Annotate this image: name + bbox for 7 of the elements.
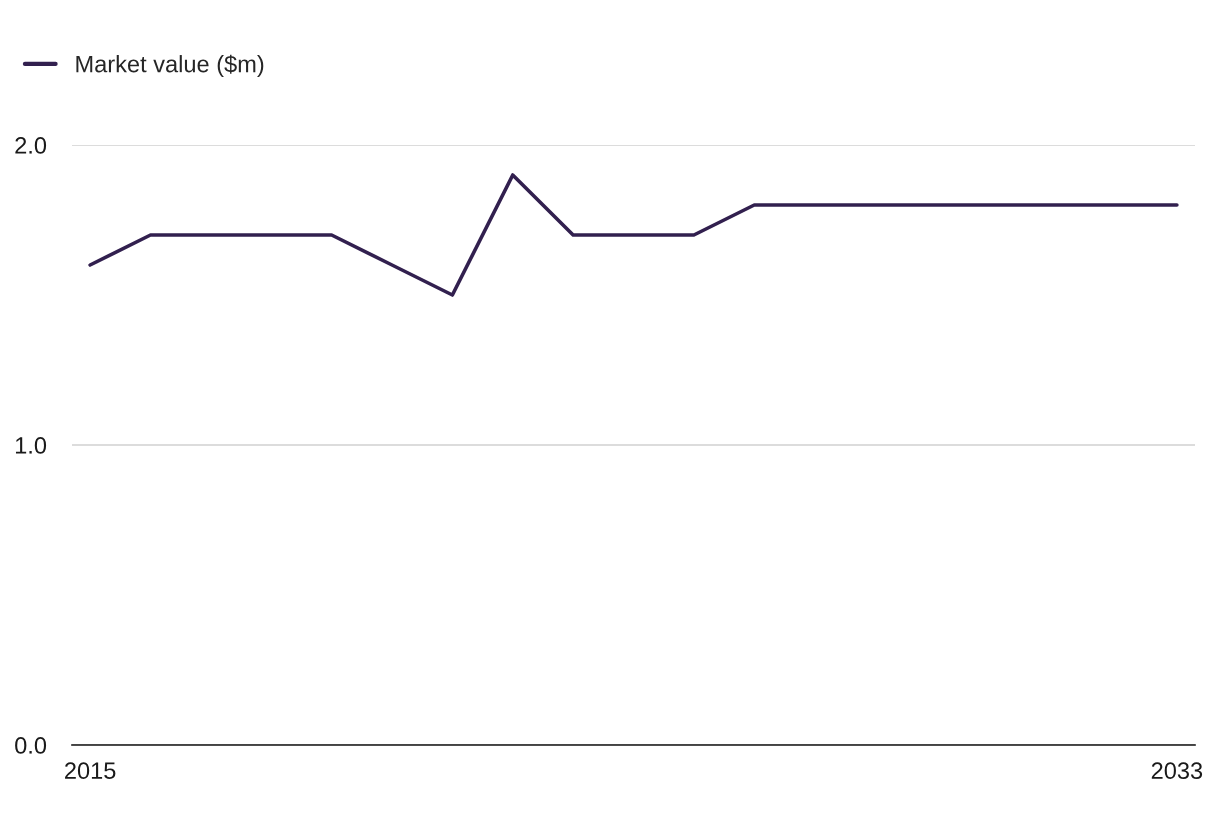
legend-label: Market value ($m) (76, 54, 264, 78)
y-tick-label: 1.0 (15, 437, 47, 454)
x-tick-label: 2015 (65, 762, 116, 780)
y-tick-label: 0.0 (15, 737, 47, 754)
line-series (88, 173, 1179, 297)
y-tick-label: 2.0 (15, 137, 47, 154)
x-tick-label: 2033 (1151, 762, 1203, 780)
